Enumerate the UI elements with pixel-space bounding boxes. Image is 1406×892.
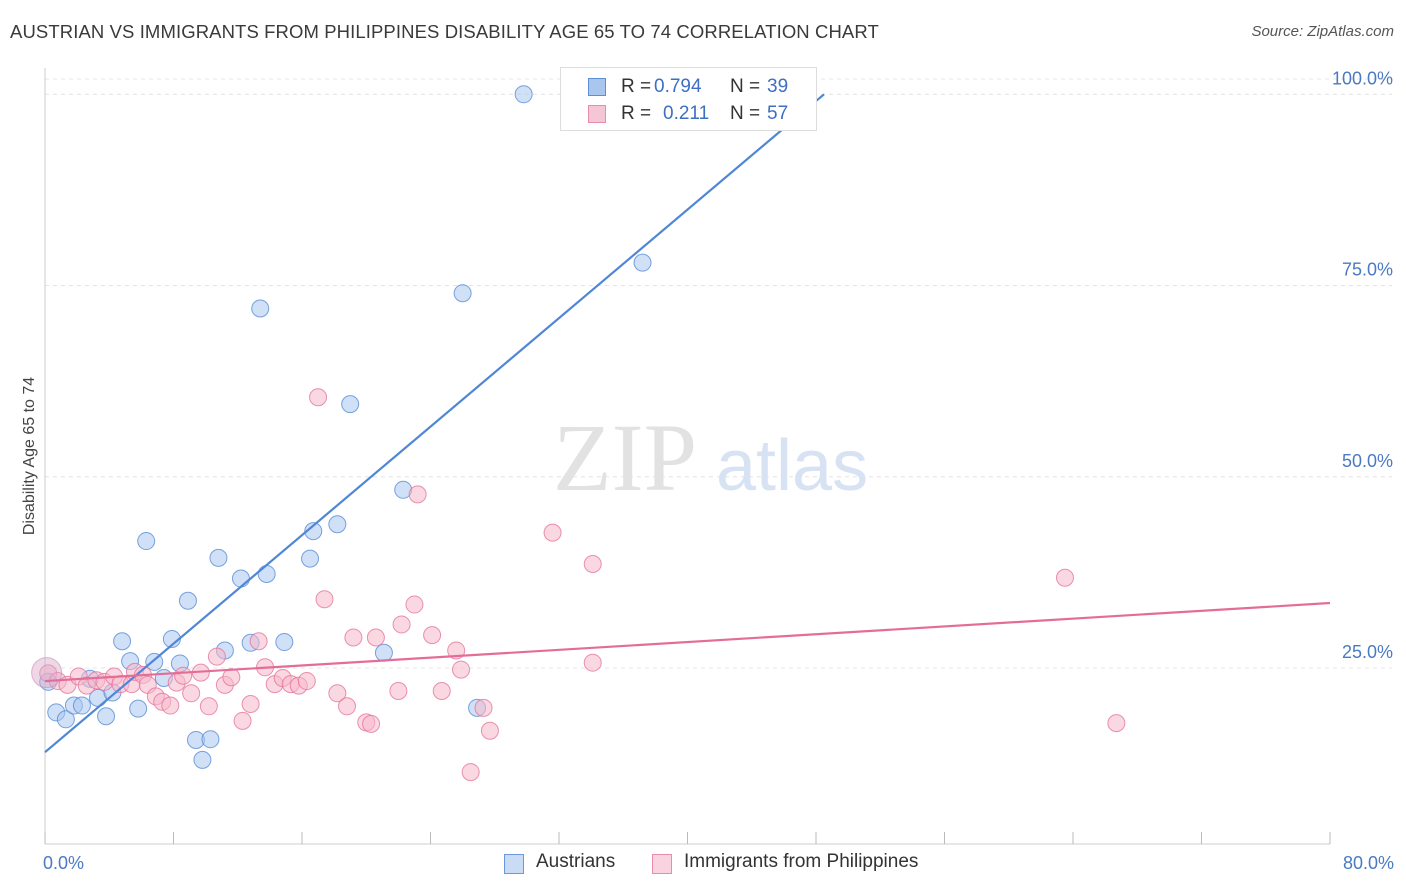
x-tick-label-min: 0.0% xyxy=(43,853,84,873)
legend-r-label: R = xyxy=(621,76,652,97)
legend-item-philippines[interactable]: Immigrants from Philippines xyxy=(652,850,952,878)
data-point xyxy=(583,555,602,574)
data-point xyxy=(222,668,241,687)
legend-r-label: R = xyxy=(621,103,652,124)
data-point xyxy=(362,714,381,733)
data-point xyxy=(137,532,156,551)
data-point xyxy=(583,653,602,672)
data-point xyxy=(231,569,250,588)
data-point xyxy=(1107,714,1126,733)
legend-swatch-austrians xyxy=(504,854,524,874)
data-point xyxy=(161,696,180,715)
data-point xyxy=(199,697,218,716)
legend-item-austrians[interactable]: Austrians xyxy=(504,850,634,878)
legend-label-austrians: Austrians xyxy=(536,851,616,872)
data-point xyxy=(257,564,276,583)
data-point xyxy=(447,641,466,660)
data-point xyxy=(405,595,424,614)
data-point xyxy=(174,666,193,685)
data-point xyxy=(474,698,493,717)
data-point xyxy=(207,647,226,666)
data-point xyxy=(366,628,385,647)
data-point xyxy=(633,253,652,272)
data-point xyxy=(432,682,451,700)
data-point xyxy=(328,684,347,703)
data-point xyxy=(209,548,228,567)
data-point xyxy=(315,590,334,609)
data-point xyxy=(344,628,363,647)
legend-swatch-philippines xyxy=(588,105,606,123)
legend-label-philippines: Immigrants from Philippines xyxy=(684,851,919,872)
data-point xyxy=(241,695,260,714)
trend-lines xyxy=(44,93,1331,754)
legend-swatch-austrians xyxy=(588,78,606,96)
data-point xyxy=(452,660,471,679)
data-point xyxy=(423,626,442,645)
data-point xyxy=(178,591,197,610)
legend-r-value: 0.211 xyxy=(663,103,710,124)
data-point xyxy=(301,549,320,568)
data-point xyxy=(56,710,75,729)
source-label: Source: ZipAtlas.com xyxy=(1251,23,1394,40)
data-point xyxy=(392,615,411,634)
trend-line xyxy=(44,93,825,754)
correlation-legend: R = 0.794 N = 39 R = 0.211 N = 57 xyxy=(560,67,817,131)
chart-title: AUSTRIAN VS IMMIGRANTS FROM PHILIPPINES … xyxy=(10,21,879,42)
legend-r-value: 0.794 xyxy=(654,76,702,97)
data-point xyxy=(461,763,480,782)
data-point xyxy=(72,696,91,715)
data-point xyxy=(480,721,499,740)
data-point xyxy=(408,485,427,504)
data-point xyxy=(1055,568,1074,587)
legend-row-philippines: R = 0.211 N = 57 xyxy=(561,101,816,127)
data-point xyxy=(193,750,212,769)
data-point xyxy=(304,522,323,541)
data-point xyxy=(97,707,116,726)
data-point xyxy=(453,284,472,303)
y-tick-label: 25.0% xyxy=(1342,642,1393,662)
y-axis-label: Disability Age 65 to 74 xyxy=(21,377,38,535)
legend-row-austrians: R = 0.794 N = 39 xyxy=(561,74,816,100)
data-point xyxy=(309,388,328,407)
legend-n-value: 39 xyxy=(767,76,789,97)
data-point xyxy=(249,632,268,651)
data-point xyxy=(201,730,220,749)
data-point xyxy=(328,515,347,534)
watermark-zip: ZIP xyxy=(553,404,697,511)
y-tick-labels: 25.0% 50.0% 75.0% 100.0% xyxy=(1332,68,1393,662)
data-point xyxy=(297,672,316,691)
watermark: ZIP atlas xyxy=(553,404,868,511)
data-point xyxy=(374,643,393,662)
x-axis-ticks xyxy=(44,832,1331,844)
legend-swatch-philippines xyxy=(652,854,672,874)
data-point xyxy=(129,699,148,718)
data-point xyxy=(251,299,270,318)
y-tick-label: 75.0% xyxy=(1342,260,1393,280)
trend-line xyxy=(44,601,1331,683)
y-tick-label: 100.0% xyxy=(1332,68,1393,88)
x-tick-label-max: 80.0% xyxy=(1343,853,1394,873)
watermark-atlas: atlas xyxy=(716,426,868,506)
legend-n-value: 57 xyxy=(767,103,789,124)
data-point xyxy=(113,632,132,651)
series-philippines xyxy=(31,388,1126,782)
data-point xyxy=(337,697,356,716)
data-point xyxy=(182,684,201,703)
legend-n-label: N = xyxy=(730,76,761,97)
data-point-cluster xyxy=(31,657,63,689)
data-point xyxy=(341,395,360,414)
data-point xyxy=(275,633,294,652)
legend-n-label: N = xyxy=(730,103,761,124)
data-point xyxy=(233,711,252,730)
data-point xyxy=(543,523,562,542)
data-point xyxy=(389,682,408,700)
data-point xyxy=(514,85,533,104)
y-tick-label: 50.0% xyxy=(1342,451,1393,471)
